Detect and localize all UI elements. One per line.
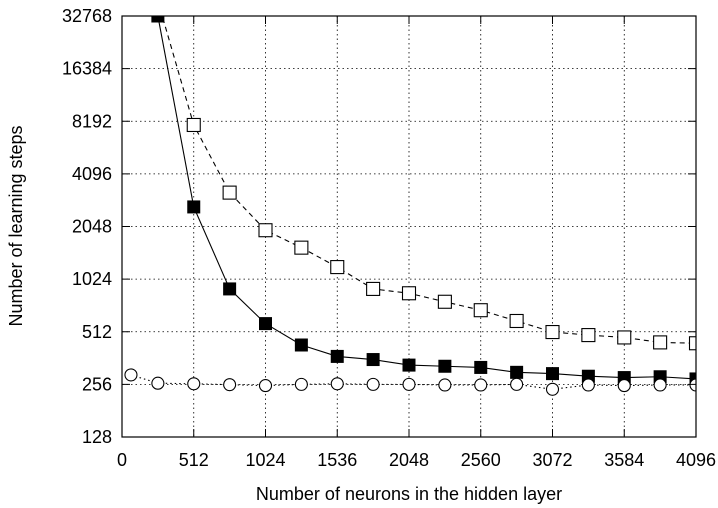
x-tick-label: 2560: [461, 450, 501, 470]
y-tick-label: 32768: [62, 6, 112, 26]
data-point: [151, 16, 165, 23]
data-point: [510, 377, 524, 391]
data-point: [473, 303, 488, 318]
data-point: [124, 368, 138, 382]
x-tick-label: 0: [117, 450, 127, 470]
series-line: [161, 16, 696, 344]
y-tick-label: 256: [82, 374, 112, 394]
x-tick-label: 2048: [389, 450, 429, 470]
y-tick-label: 128: [82, 427, 112, 447]
data-point: [509, 313, 524, 329]
data-point: [402, 358, 416, 372]
series-3: [124, 368, 696, 396]
data-point: [689, 378, 696, 392]
x-tick-label: 3584: [604, 450, 644, 470]
x-tick-label: 1536: [317, 450, 357, 470]
data-point: [294, 240, 309, 255]
data-point: [151, 0, 164, 7]
x-axis-label: Number of neurons in the hidden layer: [256, 484, 562, 504]
y-tick-label: 1024: [72, 269, 112, 289]
data-point: [366, 281, 381, 296]
series-2: [151, 0, 696, 351]
data-point: [581, 378, 595, 392]
y-tick-label: 16384: [62, 59, 112, 79]
data-point: [545, 324, 560, 340]
data-point: [545, 382, 560, 396]
data-point: [401, 286, 417, 301]
series-layer: [124, 0, 696, 396]
data-point: [258, 223, 273, 238]
data-point: [366, 353, 380, 367]
data-point: [187, 200, 201, 214]
data-point: [223, 378, 237, 392]
data-point: [474, 360, 488, 374]
data-point: [187, 377, 201, 391]
data-point: [653, 335, 668, 350]
y-tick-label: 512: [82, 322, 112, 342]
data-point: [151, 376, 165, 390]
data-point: [294, 338, 308, 352]
data-point: [366, 377, 380, 391]
data-point: [474, 378, 488, 392]
data-point: [223, 282, 237, 296]
grid-lines: [122, 16, 696, 437]
data-point: [402, 377, 416, 391]
y-tick-label: 2048: [72, 217, 112, 237]
y-tick-label: 4096: [72, 164, 112, 184]
data-point: [294, 377, 308, 391]
data-point: [653, 378, 667, 392]
data-point: [330, 349, 344, 363]
y-axis-label: Number of learning steps: [6, 125, 26, 326]
data-point: [186, 117, 201, 133]
data-point: [438, 378, 452, 392]
data-point: [617, 379, 631, 393]
y-tick-label: 8192: [72, 111, 112, 131]
data-point: [688, 336, 696, 351]
data-point: [330, 377, 344, 391]
data-point: [330, 260, 345, 275]
x-tick-label: 1024: [245, 450, 285, 470]
axis-ticks: 0 512 1024 1536 2048 2560 3072 3584 4096 128 256 51…: [62, 6, 716, 470]
x-tick-label: 4096: [676, 450, 716, 470]
data-point: [222, 185, 237, 200]
series-line: [157, 16, 696, 380]
data-point: [581, 328, 596, 343]
x-tick-label: 3072: [532, 450, 572, 470]
data-point: [546, 367, 559, 381]
data-point: [689, 372, 696, 386]
data-point: [617, 330, 632, 345]
data-point: [437, 294, 452, 309]
data-point: [258, 379, 273, 393]
data-point: [438, 359, 452, 373]
x-tick-label: 512: [179, 450, 209, 470]
data-point: [259, 317, 272, 331]
data-point: [510, 365, 524, 379]
